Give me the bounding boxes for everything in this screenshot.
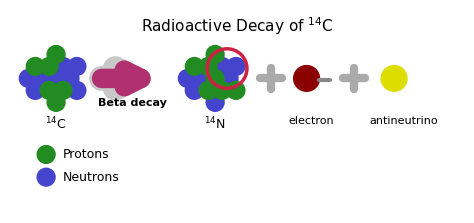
Circle shape	[199, 82, 217, 99]
Circle shape	[68, 58, 86, 75]
Circle shape	[199, 58, 217, 75]
Circle shape	[206, 70, 224, 87]
Text: $^{14}$C: $^{14}$C	[45, 116, 67, 132]
Circle shape	[19, 70, 37, 87]
Text: electron: electron	[289, 116, 334, 126]
Circle shape	[54, 82, 72, 99]
Circle shape	[227, 82, 245, 99]
Circle shape	[27, 82, 44, 99]
Circle shape	[33, 70, 51, 87]
Circle shape	[40, 58, 58, 75]
Circle shape	[27, 58, 44, 75]
Circle shape	[206, 45, 224, 63]
Circle shape	[213, 82, 231, 99]
Circle shape	[37, 168, 55, 186]
Circle shape	[294, 66, 319, 91]
Circle shape	[206, 93, 224, 111]
Text: Radioactive Decay of $^{14}$C: Radioactive Decay of $^{14}$C	[141, 15, 333, 37]
Circle shape	[54, 58, 72, 75]
Text: Beta decay: Beta decay	[98, 98, 166, 108]
Circle shape	[40, 82, 58, 99]
Text: Protons: Protons	[63, 148, 109, 161]
Circle shape	[381, 66, 407, 91]
Circle shape	[68, 82, 86, 99]
Circle shape	[220, 70, 238, 87]
Circle shape	[47, 45, 65, 63]
Circle shape	[178, 70, 196, 87]
Circle shape	[213, 58, 231, 75]
Circle shape	[185, 58, 203, 75]
Text: $^{14}$N: $^{14}$N	[204, 116, 226, 132]
Circle shape	[192, 70, 210, 87]
Circle shape	[227, 58, 245, 75]
Circle shape	[61, 70, 79, 87]
Circle shape	[47, 93, 65, 111]
Text: Neutrons: Neutrons	[63, 171, 120, 184]
Circle shape	[37, 146, 55, 163]
Text: antineutrino: antineutrino	[370, 116, 438, 126]
Circle shape	[185, 82, 203, 99]
Circle shape	[47, 70, 65, 87]
